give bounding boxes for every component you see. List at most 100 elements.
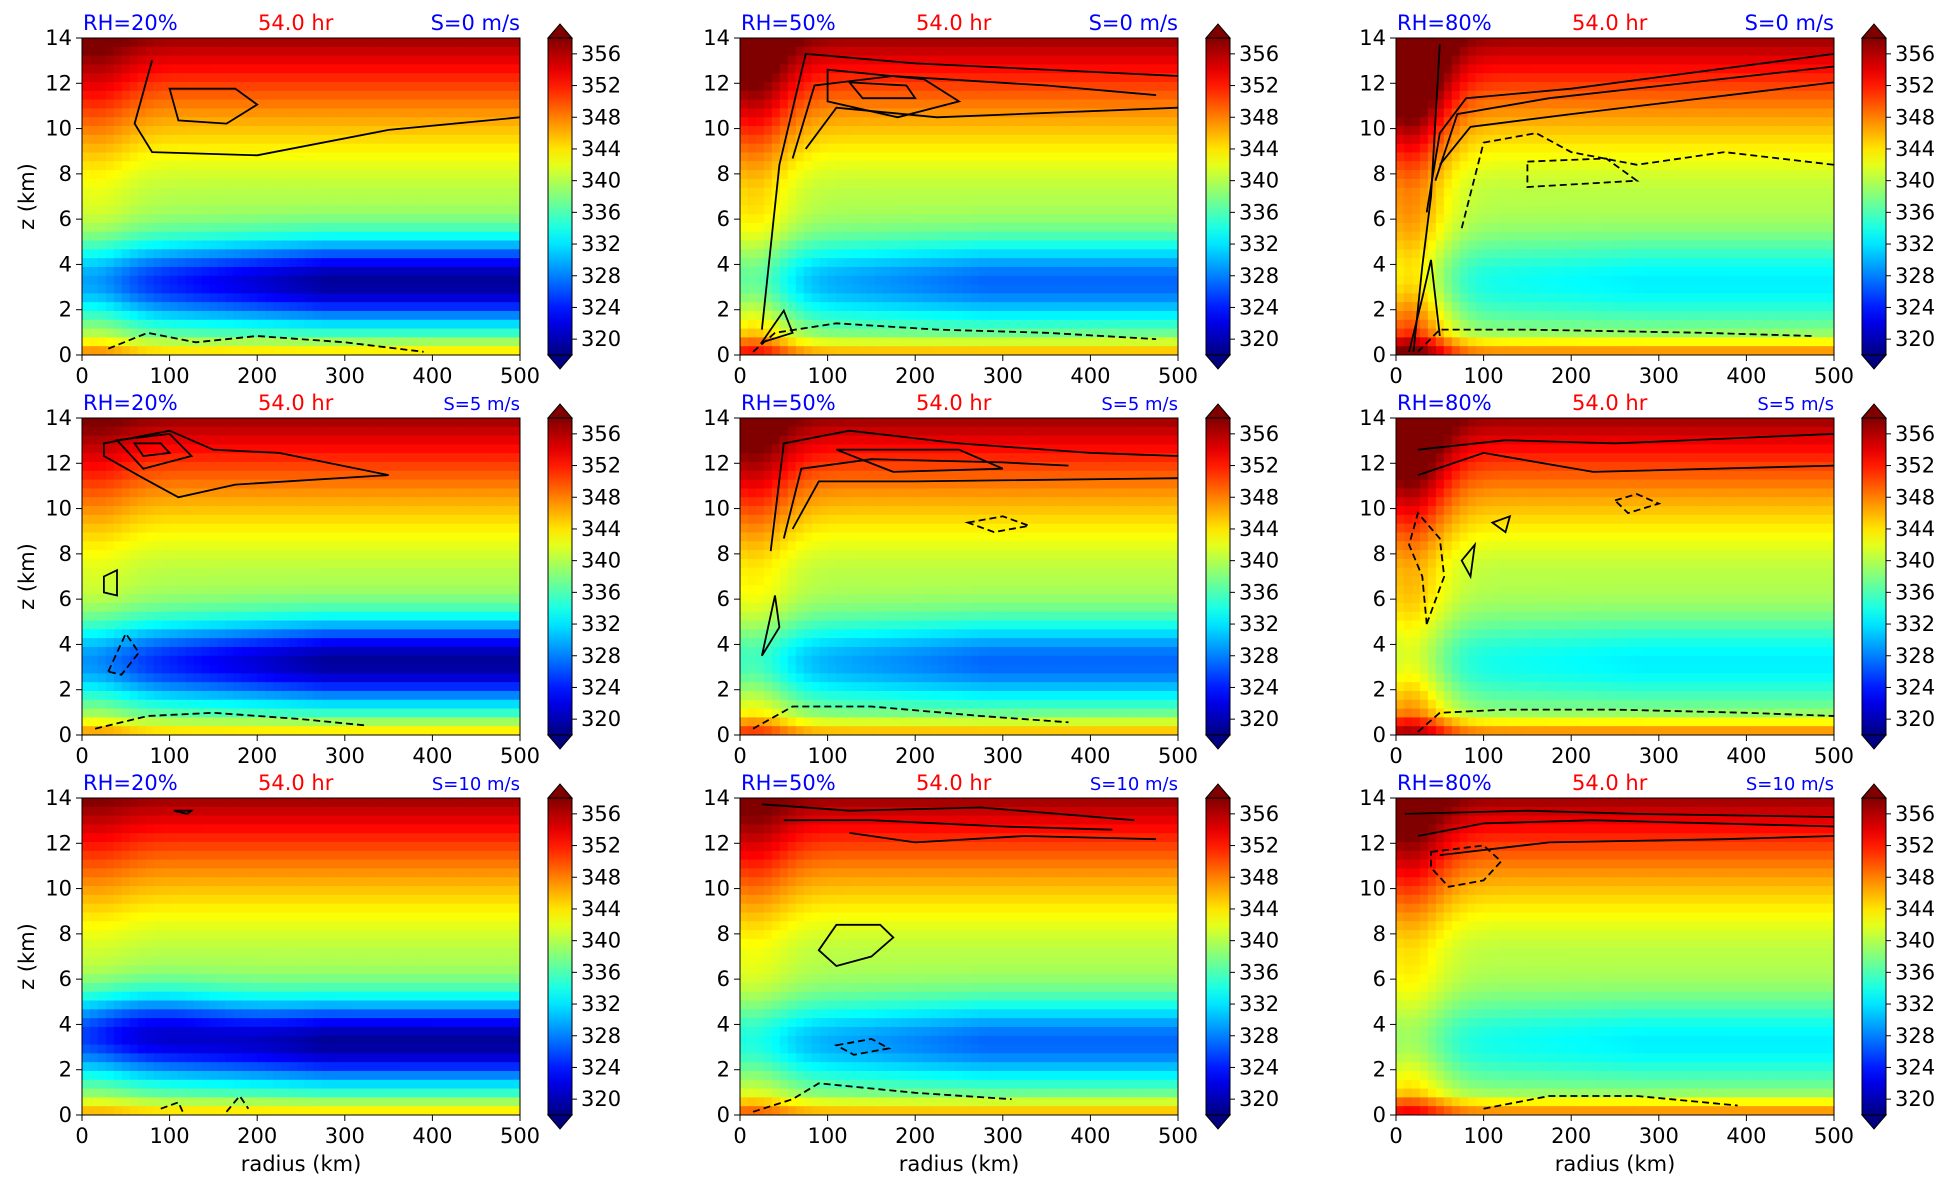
- heatmap-cell: [1818, 91, 1827, 100]
- heatmap-cell: [1059, 188, 1068, 197]
- heatmap-cell: [401, 117, 410, 126]
- heatmap-cell: [1707, 100, 1716, 109]
- heatmap-cell: [891, 38, 900, 47]
- heatmap-cell: [480, 38, 489, 47]
- heatmap-cell: [1627, 161, 1636, 170]
- heatmap-cell: [987, 108, 996, 117]
- heatmap-cell: [923, 161, 932, 170]
- heatmap-cell: [504, 346, 513, 355]
- heatmap-cell: [456, 38, 465, 47]
- heatmap-cell: [963, 56, 972, 65]
- heatmap-cell: [1019, 223, 1028, 232]
- heatmap-cell: [281, 117, 290, 126]
- heatmap-cell: [1786, 108, 1795, 117]
- heatmap-cell: [496, 73, 505, 82]
- heatmap-cell: [1396, 126, 1405, 135]
- heatmap-cell: [1579, 64, 1588, 73]
- heatmap-cell: [424, 161, 433, 170]
- heatmap-cell: [209, 170, 218, 179]
- heatmap-cell: [1082, 135, 1091, 144]
- heatmap-cell: [764, 73, 773, 82]
- heatmap-cell: [1154, 249, 1163, 258]
- heatmap-cell: [907, 152, 916, 161]
- heatmap-cell: [385, 179, 394, 188]
- heatmap-cell: [130, 38, 139, 47]
- heatmap-cell: [305, 108, 314, 117]
- heatmap-cell: [1643, 47, 1652, 56]
- heatmap-cell: [812, 258, 821, 267]
- heatmap-cell: [281, 241, 290, 250]
- heatmap-cell: [369, 302, 378, 311]
- heatmap-cell: [1428, 38, 1437, 47]
- heatmap-cell: [931, 197, 940, 206]
- heatmap-cell: [201, 329, 210, 338]
- heatmap-cell: [1723, 126, 1732, 135]
- heatmap-cell: [788, 82, 797, 91]
- heatmap-cell: [106, 197, 115, 206]
- heatmap-cell: [1468, 47, 1477, 56]
- heatmap-cell: [233, 161, 242, 170]
- heatmap-cell: [361, 249, 370, 258]
- heatmap-cell: [480, 126, 489, 135]
- heatmap-cell: [923, 144, 932, 153]
- heatmap-cell: [424, 302, 433, 311]
- heatmap-cell: [409, 276, 418, 285]
- heatmap-cell: [464, 144, 473, 153]
- heatmap-cell: [504, 241, 513, 250]
- heatmap-cell: [1667, 126, 1676, 135]
- heatmap-cell: [828, 135, 837, 144]
- heatmap-cell: [780, 91, 789, 100]
- heatmap-cell: [899, 267, 908, 276]
- heatmap-cell: [512, 337, 521, 346]
- heatmap-cell: [915, 249, 924, 258]
- heatmap-cell: [1162, 179, 1171, 188]
- heatmap-cell: [1027, 188, 1036, 197]
- heatmap-cell: [313, 197, 322, 206]
- heatmap-cell: [305, 329, 314, 338]
- heatmap-cell: [456, 205, 465, 214]
- heatmap-cell: [1154, 258, 1163, 267]
- heatmap-cell: [186, 285, 195, 294]
- heatmap-cell: [1460, 56, 1469, 65]
- heatmap-cell: [764, 197, 773, 206]
- heatmap-cell: [836, 108, 845, 117]
- heatmap-cell: [1515, 47, 1524, 56]
- heatmap-cell: [788, 188, 797, 197]
- heatmap-cell: [867, 258, 876, 267]
- heatmap-cell: [193, 267, 202, 276]
- heatmap-cell: [305, 38, 314, 47]
- heatmap-cell: [456, 144, 465, 153]
- heatmap-cell: [780, 73, 789, 82]
- heatmap-cell: [1412, 117, 1421, 126]
- heatmap-cell: [1106, 47, 1115, 56]
- heatmap-cell: [1571, 170, 1580, 179]
- heatmap-cell: [448, 170, 457, 179]
- heatmap-cell: [1531, 108, 1540, 117]
- heatmap-cell: [1460, 152, 1469, 161]
- heatmap-cell: [393, 188, 402, 197]
- heatmap-cell: [1715, 100, 1724, 109]
- heatmap-cell: [1003, 161, 1012, 170]
- heatmap-cell: [385, 117, 394, 126]
- heatmap-cell: [1507, 38, 1516, 47]
- heatmap-cell: [337, 152, 346, 161]
- heatmap-cell: [1146, 285, 1155, 294]
- heatmap-cell: [987, 232, 996, 241]
- heatmap-cell: [393, 135, 402, 144]
- heatmap-cell: [162, 47, 171, 56]
- heatmap-cell: [1170, 152, 1179, 161]
- heatmap-cell: [987, 38, 996, 47]
- heatmap-cell: [504, 223, 513, 232]
- heatmap-cell: [82, 249, 91, 258]
- heatmap-cell: [875, 320, 884, 329]
- heatmap-cell: [867, 293, 876, 302]
- heatmap-cell: [1170, 285, 1179, 294]
- heatmap-cell: [249, 73, 258, 82]
- heatmap-cell: [1555, 170, 1564, 179]
- heatmap-cell: [851, 223, 860, 232]
- heatmap-cell: [1122, 311, 1131, 320]
- heatmap-cell: [201, 91, 210, 100]
- heatmap-cell: [1146, 64, 1155, 73]
- heatmap-cell: [305, 214, 314, 223]
- heatmap-cell: [867, 311, 876, 320]
